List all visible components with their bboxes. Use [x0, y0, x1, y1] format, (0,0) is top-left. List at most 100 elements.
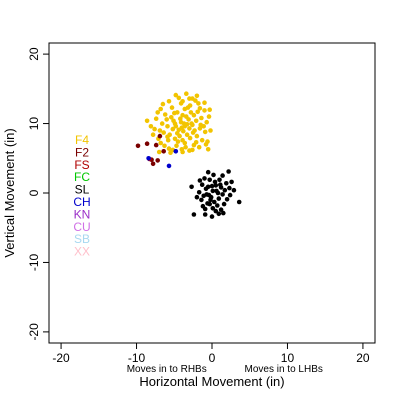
data-point-f4 [172, 110, 177, 116]
data-point-f4 [197, 106, 203, 111]
data-point-f4 [199, 137, 205, 143]
data-point-ch [146, 156, 151, 161]
data-point-f4 [172, 136, 178, 142]
data-point-f4 [160, 101, 166, 107]
data-point-sl [211, 172, 216, 178]
data-point-f4 [169, 115, 174, 120]
data-point-sl [194, 194, 200, 200]
data-point-sl [216, 211, 222, 217]
data-point-ch [173, 149, 179, 154]
data-point-f4 [156, 149, 162, 155]
annotation-label: Moves in to RHBs [127, 364, 207, 375]
data-point-f2 [144, 141, 150, 146]
data-point-f4 [202, 108, 207, 113]
data-point-f4 [148, 124, 154, 129]
data-point-f4 [187, 126, 192, 131]
data-point-sl [220, 192, 225, 197]
data-point-f4 [194, 133, 200, 139]
y-tick-label: 0 [27, 189, 41, 196]
data-point-f4 [165, 124, 170, 129]
legend-entry-xx: XX [74, 245, 90, 259]
data-point-sl [209, 214, 215, 219]
data-point-sl [227, 192, 233, 198]
data-point-f4 [180, 112, 185, 118]
data-point-f4 [208, 128, 213, 133]
data-point-sl [196, 190, 202, 195]
data-point-f4 [170, 126, 176, 132]
y-axis: -20 -10 0 10 20 [27, 47, 49, 341]
x-tick-label: 0 [209, 351, 216, 365]
data-point-sl [212, 199, 217, 205]
legend-entry-fc: FC [74, 170, 90, 184]
data-point-f4 [191, 112, 197, 118]
data-point-f4 [184, 114, 189, 119]
data-point-f4 [150, 132, 156, 137]
data-point-f4 [171, 118, 176, 124]
data-point-sl [218, 207, 224, 212]
x-tick-label: -10 [128, 351, 146, 365]
data-points [135, 91, 242, 219]
x-tick-label: 10 [281, 351, 295, 365]
x-axis: -20 -10 0 10 20 [52, 343, 370, 365]
y-tick-label: -20 [27, 323, 41, 341]
data-point-f4 [187, 148, 192, 153]
data-point-f4 [174, 143, 179, 149]
data-point-f4 [175, 139, 181, 144]
data-point-f4 [153, 116, 159, 121]
y-tick-label: -10 [27, 253, 41, 271]
data-point-f4 [173, 124, 179, 129]
legend-entry-f4: F4 [75, 133, 89, 147]
data-point-f2 [161, 149, 166, 154]
data-point-f4 [144, 118, 150, 124]
data-point-sl [221, 210, 226, 216]
data-point-sl [229, 179, 234, 185]
data-point-f4 [187, 135, 193, 141]
data-point-f4 [185, 105, 191, 110]
data-point-f4 [204, 119, 209, 125]
data-point-f4 [195, 109, 200, 115]
data-point-sl [204, 192, 209, 197]
data-point-f4 [188, 110, 194, 115]
data-point-sl [210, 188, 216, 194]
data-point-f4 [184, 122, 190, 127]
data-point-sl [224, 181, 229, 186]
data-point-sl [213, 183, 219, 188]
data-point-f4 [190, 130, 196, 135]
data-point-f4 [158, 106, 163, 112]
data-point-f4 [202, 100, 207, 105]
annotation-label: Moves in to LHBs [245, 364, 323, 375]
data-point-sl [209, 183, 215, 189]
data-point-sl [191, 212, 197, 217]
data-point-f2 [157, 133, 163, 139]
data-point-f4 [159, 121, 165, 126]
legend-entry-sl: SL [75, 183, 90, 197]
data-point-f4 [173, 92, 179, 98]
data-point-sl [212, 179, 218, 185]
data-point-sl [199, 182, 205, 187]
legend-entry-sb: SB [74, 232, 90, 246]
data-point-f4 [205, 147, 211, 152]
legend-entry-f2: F2 [75, 145, 89, 159]
data-point-f4 [203, 142, 209, 147]
legend-entry-kn: KN [74, 207, 91, 221]
data-point-sl [217, 177, 222, 183]
data-point-f4 [190, 96, 195, 101]
data-point-f4 [202, 129, 208, 135]
data-point-sl [202, 212, 208, 217]
data-point-f4 [199, 115, 204, 121]
legend-entry-ch: CH [73, 195, 90, 209]
data-point-sl [220, 173, 225, 178]
data-point-f4 [155, 110, 160, 115]
data-point-f4 [162, 112, 168, 117]
data-point-f4 [189, 121, 194, 126]
legend-entry-fs: FS [74, 158, 89, 172]
data-point-sl [202, 176, 207, 181]
data-point-sl [213, 208, 219, 214]
data-point-f2 [155, 158, 160, 163]
data-point-sl [200, 203, 206, 209]
data-point-f4 [182, 140, 188, 146]
x-tick-label: -20 [52, 351, 70, 365]
data-point-sl [199, 197, 204, 203]
data-point-sl [205, 169, 211, 175]
